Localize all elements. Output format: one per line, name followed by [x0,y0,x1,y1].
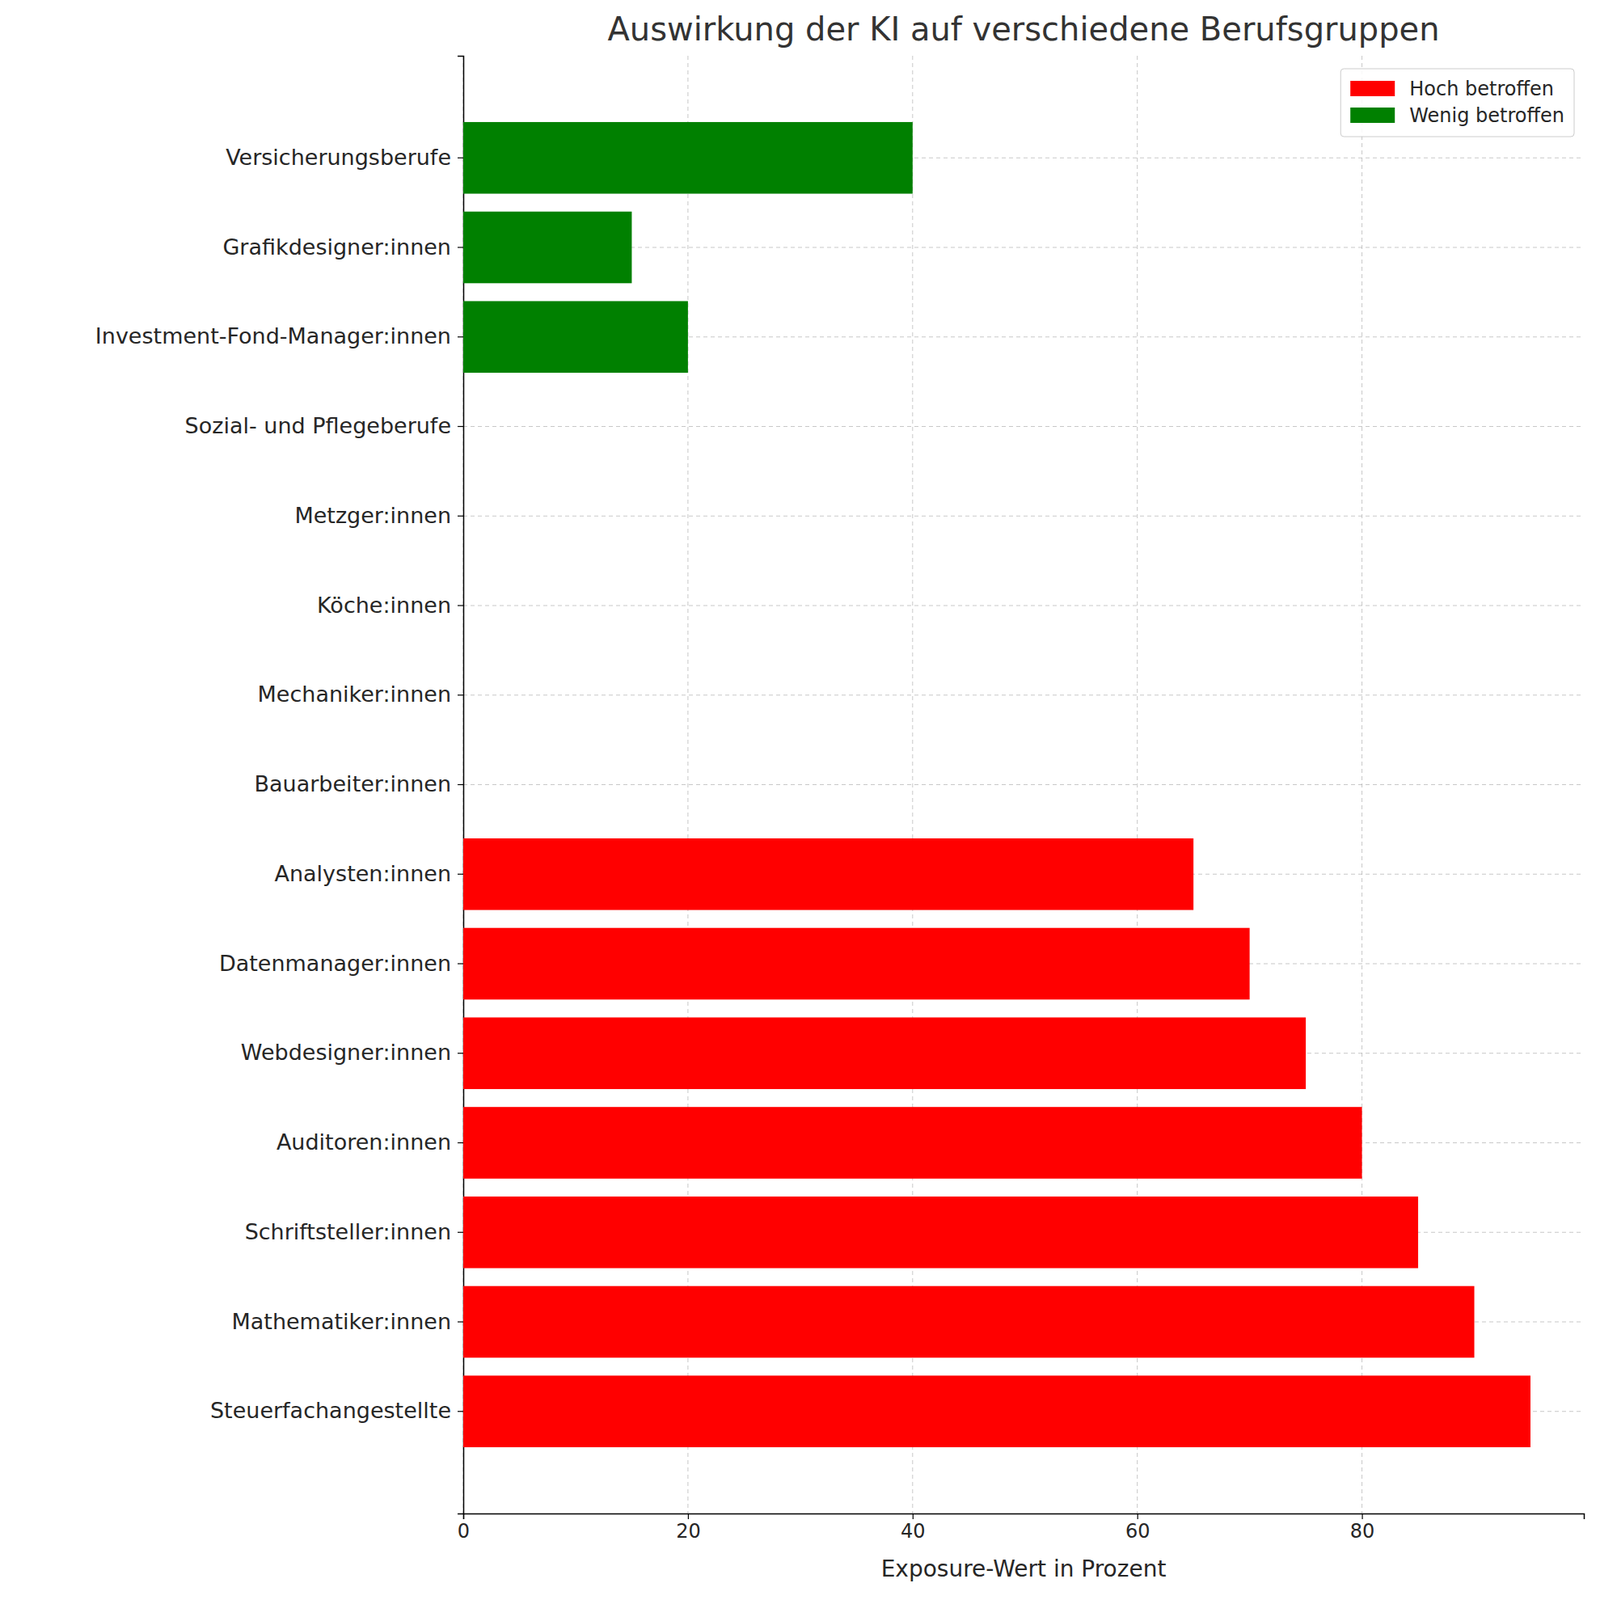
grid-line [463,694,1584,696]
tick-label: Sozial- und Pflegeberufe [185,413,452,439]
axis-line [464,1514,1585,1520]
tick: 60 [1125,1513,1151,1543]
tick: 80 [1350,1513,1376,1543]
x-axis: 0 20 40 60 80 [457,1513,1585,1543]
tick-label: Bauarbeiter:innen [254,771,452,797]
tick: Auditoren:innen [276,1129,464,1155]
tick: 20 [675,1513,701,1543]
legend-swatch [1350,107,1395,123]
tick-mark [912,1513,914,1520]
tick-mark [688,1513,689,1520]
tick-mark [457,1321,464,1322]
bar [463,748,465,821]
tick-label: Mechaniker:innen [257,681,452,707]
tick-mark [457,604,464,606]
tick-label: Datenmanager:innen [219,950,452,976]
tick-label: Investment-Fond-Manager:innen [95,323,452,349]
chart: 0 20 40 60 80 Steuerfachangestellte Mathematik… [0,0,1600,1600]
tick-mark [457,157,464,159]
tick-mark [457,1142,464,1144]
tick: Investment-Fond-Manager:innen [95,323,464,349]
tick: Webdesigner:innen [240,1039,464,1065]
grid [463,55,1584,1514]
tick-mark [457,694,464,696]
title: Auswirkung der KI auf verschiedene Beruf… [607,10,1440,48]
grid-line [463,426,1584,427]
tick: Datenmanager:innen [219,950,464,976]
tick: Sozial- und Pflegeberufe [185,413,464,439]
tick-mark [457,246,464,248]
tick-label: Versicherungsberufe [225,144,452,170]
tick-label: Schriftsteller:innen [244,1219,452,1245]
tick-mark [457,1052,464,1054]
bar [463,480,465,553]
tick-mark [457,515,464,517]
tick-label: Metzger:innen [294,502,452,528]
tick-label: Steuerfachangestellte [210,1397,452,1423]
tick-mark [457,336,464,338]
plot: 0 20 40 60 80 Steuerfachangestellte Mathematik… [95,55,1585,1543]
tick: Mathematiker:innen [231,1308,464,1335]
axis-line [457,56,465,1515]
bar [463,569,465,642]
legend: Hoch betroffen Wenig betroffen [1340,68,1575,137]
grid-line [463,784,1584,786]
bar [463,122,913,195]
legend-label: Hoch betroffen [1409,77,1554,101]
tick-mark [457,873,464,875]
tick-label: Köche:innen [316,592,452,618]
y-axis: Steuerfachangestellte Mathematiker:innen S… [95,56,465,1515]
bar [463,1106,1363,1179]
bar [463,1196,1419,1269]
tick-mark [1361,1513,1363,1520]
tick: Mechaniker:innen [257,681,464,707]
tick-label: 80 [1350,1519,1376,1543]
tick-label: 40 [900,1519,926,1543]
tick-label: Analysten:innen [274,861,452,887]
legend-box [1340,68,1575,137]
bar [463,390,465,463]
tick-label: Auditoren:innen [276,1129,452,1155]
x-axis-title: Exposure-Wert in Prozent [881,1555,1167,1583]
tick: Schriftsteller:innen [244,1219,464,1245]
tick: Bauarbeiter:innen [254,771,464,797]
bar [463,211,632,284]
bars [463,122,1531,1448]
tick: Grafikdesigner:innen [222,234,464,260]
tick-mark [457,962,464,964]
tick: Steuerfachangestellte [210,1397,464,1423]
tick-mark [1137,1513,1139,1520]
tick: Metzger:innen [294,502,464,528]
tick: Köche:innen [316,592,464,618]
bar [463,300,689,373]
tick-label: Mathematiker:innen [231,1308,452,1335]
tick: Analysten:innen [274,861,464,887]
tick-mark [457,784,464,786]
tick-mark [457,1410,464,1412]
legend-label: Wenig betroffen [1409,104,1565,127]
tick: 0 [457,1513,470,1543]
tick-label: 0 [457,1519,470,1543]
tick-label: 60 [1125,1519,1151,1543]
bar [463,928,1250,1001]
grid-line [463,515,1584,517]
bar [463,1286,1475,1359]
tick: 40 [900,1513,926,1543]
tick-label: Webdesigner:innen [240,1039,452,1065]
tick-mark [457,1232,464,1233]
legend-swatch [1350,80,1395,97]
tick-label: 20 [675,1519,701,1543]
tick: Versicherungsberufe [225,144,464,170]
grid-line [463,605,1584,607]
bar [463,1017,1306,1090]
bar [463,838,1194,911]
tick-mark [457,426,464,427]
bar [463,658,465,731]
tick-label: Grafikdesigner:innen [222,234,452,260]
bar [463,1375,1531,1448]
